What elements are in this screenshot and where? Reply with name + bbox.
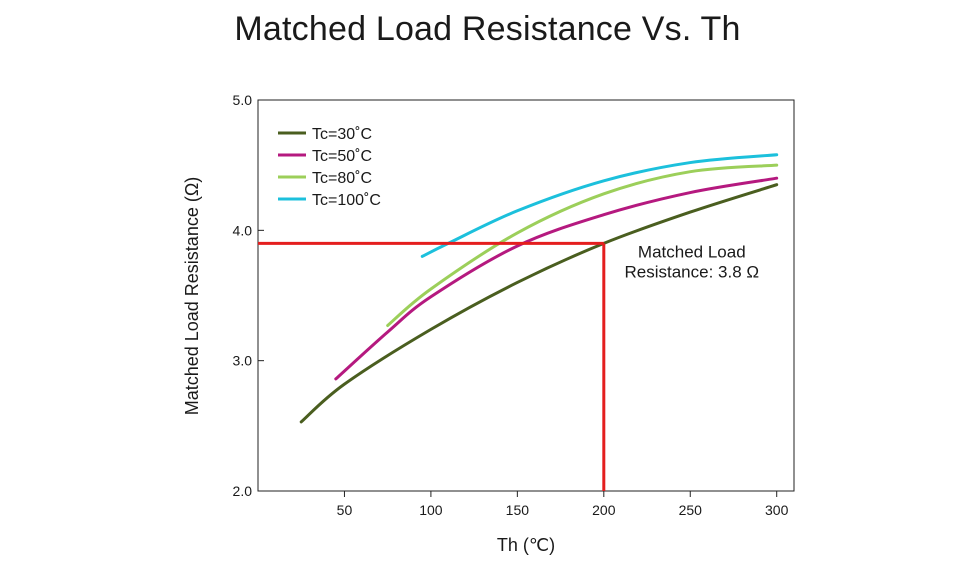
series-line-4 — [420, 153, 779, 258]
series-line-2 — [334, 176, 779, 381]
x-tick-label: 250 — [679, 502, 703, 518]
y-tick-label: 4.0 — [233, 222, 253, 238]
plot-frame — [257, 99, 795, 492]
series-line-1 — [299, 183, 779, 424]
x-tick-label: 100 — [419, 502, 443, 518]
chart-title: Matched Load Resistance Vs. Th — [234, 10, 741, 48]
x-tick-label: 300 — [765, 502, 789, 518]
legend: Tc=30˚C Tc=50˚C Tc=80˚C Tc=100˚C — [278, 126, 381, 209]
y-axis: 2.0 3.0 4.0 5.0 — [233, 92, 264, 499]
y-tick-label: 2.0 — [233, 483, 253, 499]
x-tick-label: 200 — [592, 502, 616, 518]
legend-label-3: Tc=80˚C — [312, 170, 372, 187]
x-axis-label: Th (℃) — [497, 535, 555, 555]
legend-label-1: Tc=30˚C — [312, 126, 372, 143]
reference-lines — [258, 241, 606, 491]
annotation-line-1: Matched Load — [638, 242, 746, 261]
y-tick-label: 5.0 — [233, 92, 253, 108]
x-axis: 50 100 150 200 250 300 — [337, 491, 789, 518]
x-tick-label: 150 — [506, 502, 530, 518]
series-line-3 — [386, 163, 779, 327]
x-tick-label: 50 — [337, 502, 353, 518]
y-axis-label: Matched Load Resistance (Ω) — [182, 177, 202, 416]
annotation-line-2: Resistance: 3.8 Ω — [625, 262, 760, 281]
legend-label-4: Tc=100˚C — [312, 192, 381, 209]
y-tick-label: 3.0 — [233, 353, 253, 369]
legend-label-2: Tc=50˚C — [312, 148, 372, 165]
